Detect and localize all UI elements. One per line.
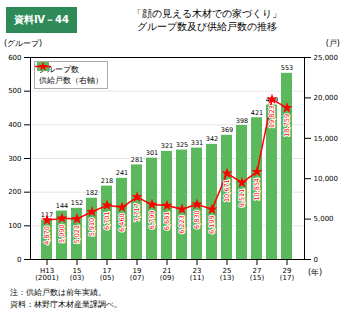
svg-text:200: 200	[8, 188, 21, 196]
svg-text:19(07): 19(07)	[130, 267, 145, 282]
svg-text:10,000: 10,000	[314, 175, 339, 183]
svg-text:6,799: 6,799	[148, 211, 156, 230]
html-text:(戸): (戸)	[325, 39, 340, 48]
svg-text:23(11): 23(11)	[190, 267, 205, 282]
svg-text:6,701: 6,701	[103, 211, 111, 230]
svg-text:25(13): 25(13)	[220, 267, 235, 282]
svg-text:300: 300	[8, 155, 21, 163]
svg-text:27(15): 27(15)	[250, 267, 265, 282]
svg-text:6,460: 6,460	[118, 213, 126, 232]
svg-text:7,717: 7,717	[133, 203, 141, 222]
svg-text:10,671: 10,671	[223, 179, 231, 202]
html-text:供給戸数（右軸）: 供給戸数（右軸）	[39, 76, 103, 85]
svg-text:6,223: 6,223	[178, 215, 186, 234]
svg-text:600: 600	[8, 54, 21, 62]
html-text:グループ数及び供給戸数の推移: グループ数及び供給戸数の推移	[137, 21, 278, 32]
svg-text:6,199: 6,199	[208, 215, 216, 234]
svg-text:5,910: 5,910	[88, 218, 96, 237]
svg-text:241: 241	[116, 169, 128, 177]
svg-text:17(05): 17(05)	[100, 267, 115, 282]
svg-text:0: 0	[314, 256, 318, 264]
html-text:「顔の見える木材での家づくり」: 「顔の見える木材での家づくり」	[132, 8, 283, 19]
svg-text:331: 331	[191, 139, 203, 147]
svg-text:9,511: 9,511	[238, 189, 246, 208]
svg-text:18,759: 18,759	[283, 114, 291, 137]
svg-text:218: 218	[101, 177, 113, 185]
svg-text:H13(2001): H13(2001)	[35, 267, 59, 282]
svg-text:6,830: 6,830	[193, 210, 201, 229]
html-text:注：供給戸数は前年実績。: 注：供給戸数は前年実績。	[10, 288, 106, 297]
svg-text:15(03): 15(03)	[70, 267, 85, 282]
html-text:グループ数: グループ数	[39, 65, 79, 74]
svg-text:19,823: 19,823	[268, 105, 276, 128]
svg-text:29(17): 29(17)	[280, 267, 295, 282]
svg-text:301: 301	[146, 149, 158, 157]
svg-text:4,870: 4,870	[43, 226, 51, 245]
svg-text:25,000: 25,000	[314, 54, 339, 62]
html-text:資料：林野庁木材産業課調べ。: 資料：林野庁木材産業課調べ。	[10, 300, 122, 309]
svg-text:182: 182	[86, 189, 98, 197]
svg-text:553: 553	[281, 64, 293, 72]
svg-text:5,000: 5,000	[314, 215, 334, 223]
svg-text:325: 325	[176, 141, 188, 149]
svg-text:5,090: 5,090	[58, 224, 66, 243]
html-text:資料Ⅳ－44: 資料Ⅳ－44	[14, 14, 69, 25]
svg-text:321: 321	[161, 142, 173, 150]
svg-text:5,021: 5,021	[73, 225, 81, 244]
svg-text:398: 398	[236, 117, 248, 125]
svg-text:100: 100	[8, 222, 21, 230]
svg-text:117: 117	[41, 211, 53, 219]
svg-text:500: 500	[8, 87, 21, 95]
svg-text:459: 459	[266, 96, 278, 104]
svg-text:21(09): 21(09)	[160, 267, 175, 282]
svg-text:152: 152	[71, 199, 83, 207]
html-text:(年): (年)	[308, 268, 323, 277]
svg-text:20,000: 20,000	[314, 94, 339, 102]
svg-text:421: 421	[251, 109, 263, 117]
svg-text:10,854: 10,854	[253, 178, 261, 201]
svg-text:281: 281	[131, 156, 143, 164]
html-text:(グループ): (グループ)	[4, 39, 43, 48]
svg-text:0: 0	[17, 256, 21, 264]
svg-text:342: 342	[206, 135, 218, 143]
svg-text:400: 400	[8, 121, 21, 129]
svg-text:6,681: 6,681	[163, 212, 171, 231]
svg-text:144: 144	[56, 202, 68, 210]
svg-text:15,000: 15,000	[314, 135, 339, 143]
svg-text:369: 369	[221, 126, 233, 134]
